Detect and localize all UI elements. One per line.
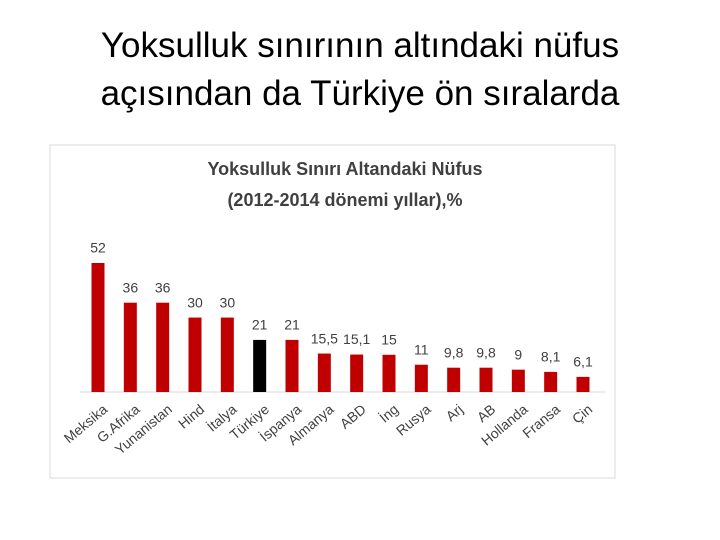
bar bbox=[447, 367, 461, 392]
value-label: 30 bbox=[220, 294, 236, 310]
value-label: 9,8 bbox=[444, 344, 464, 360]
value-label: 21 bbox=[252, 317, 268, 333]
chart-title: Yoksulluk Sınırı Altandaki Nüfus bbox=[207, 159, 482, 179]
bar bbox=[414, 364, 428, 392]
bar bbox=[91, 263, 105, 392]
value-label: 36 bbox=[155, 279, 171, 295]
bar bbox=[350, 354, 364, 392]
bar bbox=[544, 371, 558, 392]
value-label: 15,1 bbox=[343, 331, 370, 347]
value-label: 21 bbox=[284, 317, 300, 333]
value-label: 9 bbox=[514, 346, 522, 362]
bar bbox=[511, 369, 525, 392]
value-label: 9,8 bbox=[476, 344, 496, 360]
value-label: 36 bbox=[123, 279, 139, 295]
title-line: açısından da Türkiye ön sıralarda bbox=[100, 74, 620, 113]
bar bbox=[285, 339, 299, 392]
bar bbox=[156, 302, 170, 392]
slide-title: Yoksulluk sınırının altındaki nüfus açıs… bbox=[0, 22, 720, 118]
value-label: 30 bbox=[187, 294, 203, 310]
bar bbox=[317, 353, 331, 392]
value-label: 15 bbox=[381, 331, 397, 347]
bar bbox=[479, 367, 493, 392]
value-label: 6,1 bbox=[573, 354, 593, 370]
value-label: 15,5 bbox=[311, 330, 338, 346]
value-label: 11 bbox=[414, 341, 429, 357]
bar bbox=[576, 376, 590, 392]
bar bbox=[188, 317, 202, 392]
value-label: 8,1 bbox=[541, 349, 561, 365]
bar bbox=[253, 339, 267, 392]
bar bbox=[220, 317, 234, 392]
chart-frame bbox=[49, 144, 616, 479]
title-line: Yoksulluk sınırının altındaki nüfus bbox=[100, 26, 620, 65]
bar bbox=[382, 354, 396, 392]
chart-title: (2012-2014 dönemi yıllar),% bbox=[227, 190, 462, 210]
bar bbox=[123, 302, 137, 392]
value-label: 52 bbox=[90, 240, 106, 256]
